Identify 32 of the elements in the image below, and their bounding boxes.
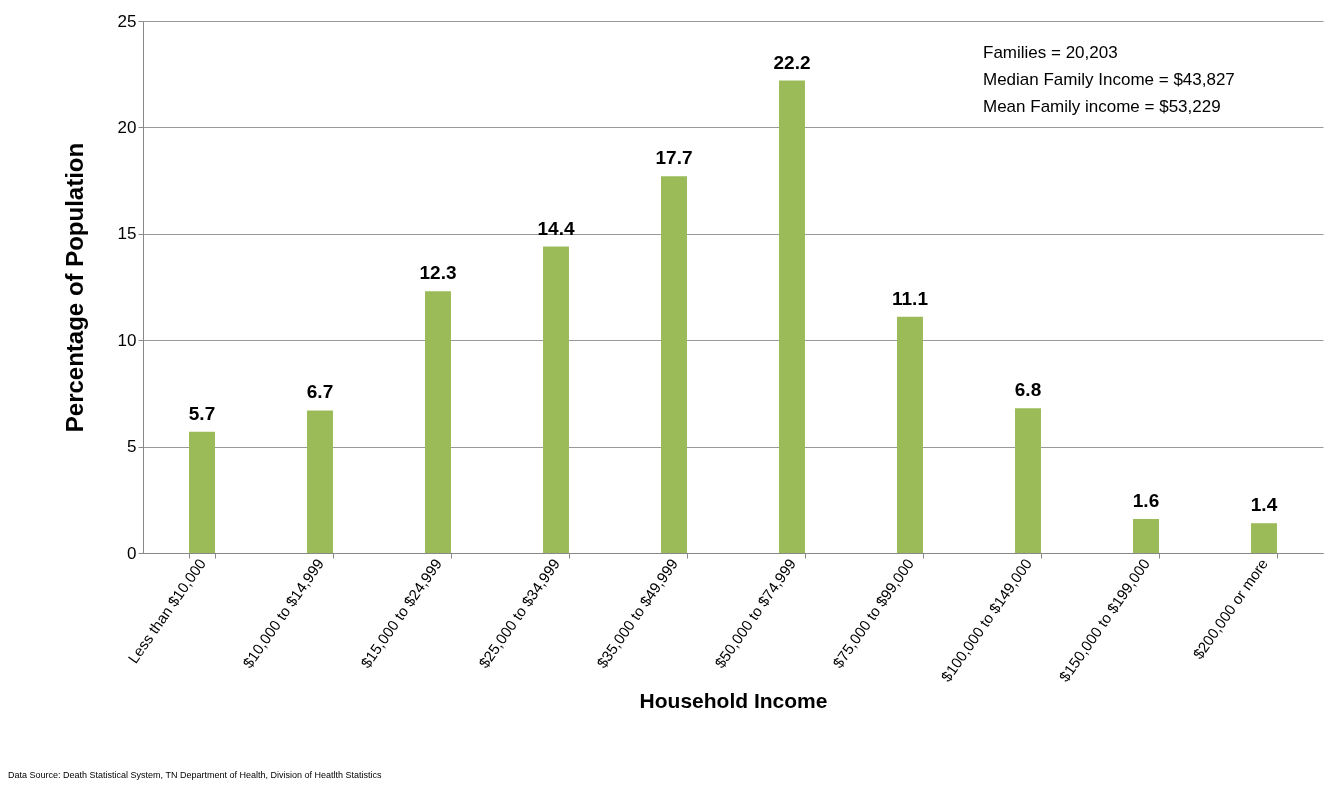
x-axis-title: Household Income [639, 688, 828, 712]
y-tick-label: 0 [127, 543, 137, 563]
data-label: 12.3 [419, 262, 457, 284]
bar [779, 80, 805, 553]
y-axis-title: Percentage of Population [60, 142, 88, 433]
annotation: Mean Family income = $53,229 [983, 97, 1221, 116]
y-tick-label: 15 [117, 224, 137, 244]
data-label: 22.2 [773, 51, 811, 73]
bar [307, 410, 333, 553]
data-label: 11.1 [892, 287, 929, 309]
bar [1251, 523, 1277, 553]
data-label: 17.7 [655, 147, 693, 169]
bar [1133, 518, 1159, 553]
data-label: 1.6 [1132, 489, 1160, 511]
annotation: Families = 20,203 [983, 43, 1118, 62]
bar [425, 291, 451, 553]
bar [543, 246, 569, 553]
data-label: 6.7 [306, 381, 334, 403]
y-tick-label: 10 [117, 330, 137, 350]
y-tick-label: 25 [117, 11, 137, 31]
bar [1015, 408, 1041, 553]
bar [661, 176, 687, 553]
data-label: 1.4 [1250, 494, 1278, 516]
data-label: 14.4 [537, 217, 575, 239]
data-label: 6.8 [1014, 379, 1042, 401]
annotation: Median Family Income = $43,827 [983, 70, 1235, 89]
bar [189, 431, 215, 553]
y-tick-label: 20 [117, 117, 137, 137]
source-note: Data Source: Death Statistical System, TN Department of Health, Division of Heatlth Statistics [8, 770, 382, 780]
y-tick-label: 5 [127, 437, 137, 457]
data-label: 5.7 [188, 402, 216, 424]
bar [897, 316, 923, 553]
